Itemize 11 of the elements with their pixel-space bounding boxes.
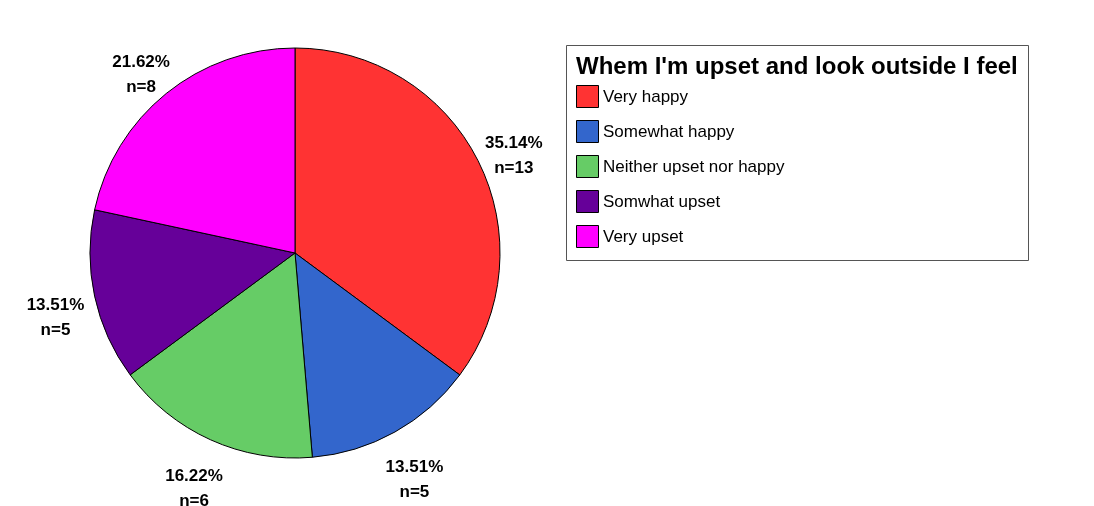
legend-label: Very happy [603, 86, 689, 106]
legend-label: Somewhat happy [603, 121, 735, 141]
legend-label: Very upset [603, 226, 684, 246]
data-label: 16.22% n=6 [165, 466, 223, 506]
legend-label: Somwhat upset [603, 191, 721, 211]
legend-label: Neither upset nor happy [603, 156, 785, 176]
data-label: 13.51% n=5 [385, 456, 444, 501]
data-label: 35.14% n=13 [484, 132, 543, 177]
data-label: 21.62% n=8 [112, 52, 170, 97]
legend-title: Whem I'm upset and look outside I feel [576, 52, 1018, 79]
data-label: 13.51% n=5 [26, 294, 85, 339]
